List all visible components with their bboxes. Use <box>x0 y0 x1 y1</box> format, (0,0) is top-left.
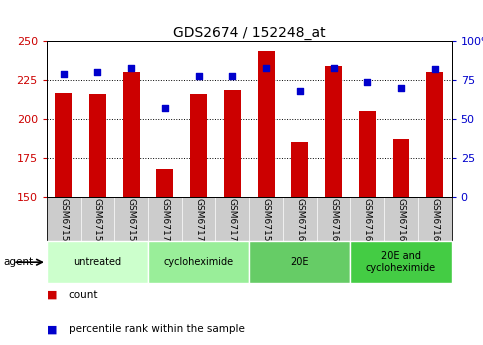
Text: untreated: untreated <box>73 257 122 267</box>
Text: agent: agent <box>3 257 33 267</box>
Point <box>161 106 169 111</box>
Text: cycloheximide: cycloheximide <box>164 257 234 267</box>
Bar <box>55 93 72 197</box>
Text: 20E and
cycloheximide: 20E and cycloheximide <box>366 252 436 273</box>
Text: GSM67161: GSM67161 <box>295 198 304 247</box>
Text: 20E: 20E <box>291 257 309 267</box>
Text: GSM67167: GSM67167 <box>397 198 406 247</box>
Text: count: count <box>69 290 98 300</box>
Text: GSM67157: GSM67157 <box>93 198 102 247</box>
Bar <box>426 72 443 197</box>
Text: GSM67162: GSM67162 <box>329 198 338 247</box>
Text: GSM67165: GSM67165 <box>363 198 372 247</box>
Bar <box>359 111 376 197</box>
Title: GDS2674 / 152248_at: GDS2674 / 152248_at <box>173 26 326 40</box>
Bar <box>89 94 106 197</box>
Bar <box>325 66 342 197</box>
Bar <box>224 90 241 197</box>
Text: ■: ■ <box>47 290 57 300</box>
Point <box>330 65 338 71</box>
Bar <box>393 139 410 197</box>
Point <box>363 79 371 85</box>
Text: GSM67170: GSM67170 <box>160 198 170 247</box>
Text: GSM67159: GSM67159 <box>262 198 270 247</box>
Point <box>128 65 135 71</box>
Text: GSM67156: GSM67156 <box>59 198 68 247</box>
Text: GSM67168: GSM67168 <box>430 198 439 247</box>
Point <box>228 73 236 78</box>
Bar <box>148 241 249 283</box>
Bar <box>351 241 452 283</box>
Text: GSM67172: GSM67172 <box>228 198 237 247</box>
Bar <box>249 241 351 283</box>
Bar <box>47 241 148 283</box>
Point <box>397 85 405 91</box>
Bar <box>123 72 140 197</box>
Point <box>262 65 270 71</box>
Bar <box>156 169 173 197</box>
Text: GSM67158: GSM67158 <box>127 198 136 247</box>
Text: GSM67171: GSM67171 <box>194 198 203 247</box>
Point <box>431 67 439 72</box>
Bar <box>291 142 308 197</box>
Point <box>296 88 304 94</box>
Point <box>94 70 101 75</box>
Text: percentile rank within the sample: percentile rank within the sample <box>69 324 244 334</box>
Point <box>195 73 202 78</box>
Text: ■: ■ <box>47 324 57 334</box>
Bar <box>257 51 274 197</box>
Bar <box>190 94 207 197</box>
Point <box>60 71 68 77</box>
